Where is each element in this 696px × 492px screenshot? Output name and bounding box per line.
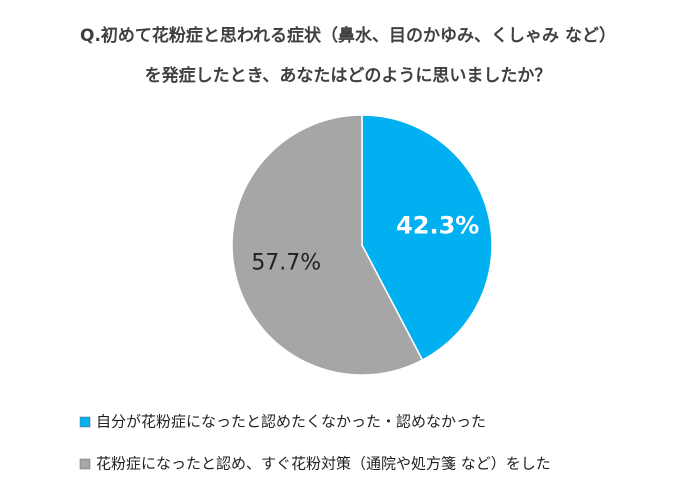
chart-title: Q.初めて花粉症と思われる症状（鼻水、目のかゆみ、くしゃみ など）	[80, 25, 616, 46]
pie-slice	[361, 114, 493, 362]
legend-marker	[79, 458, 91, 470]
legend-marker	[79, 416, 91, 428]
legend-label: 花粉症になったと認め、すぐ花粉対策（通院や処方箋 など）をした	[96, 455, 551, 473]
pie-slice	[231, 114, 424, 376]
data-label: 42.3%	[396, 211, 479, 239]
data-label: 57.7%	[251, 251, 321, 276]
legend-label: 自分が花粉症になったと認めたくなかった・認めなかった	[96, 413, 486, 431]
chart-title: を発症したとき、あなたはどのように思いましたか？	[145, 65, 552, 86]
